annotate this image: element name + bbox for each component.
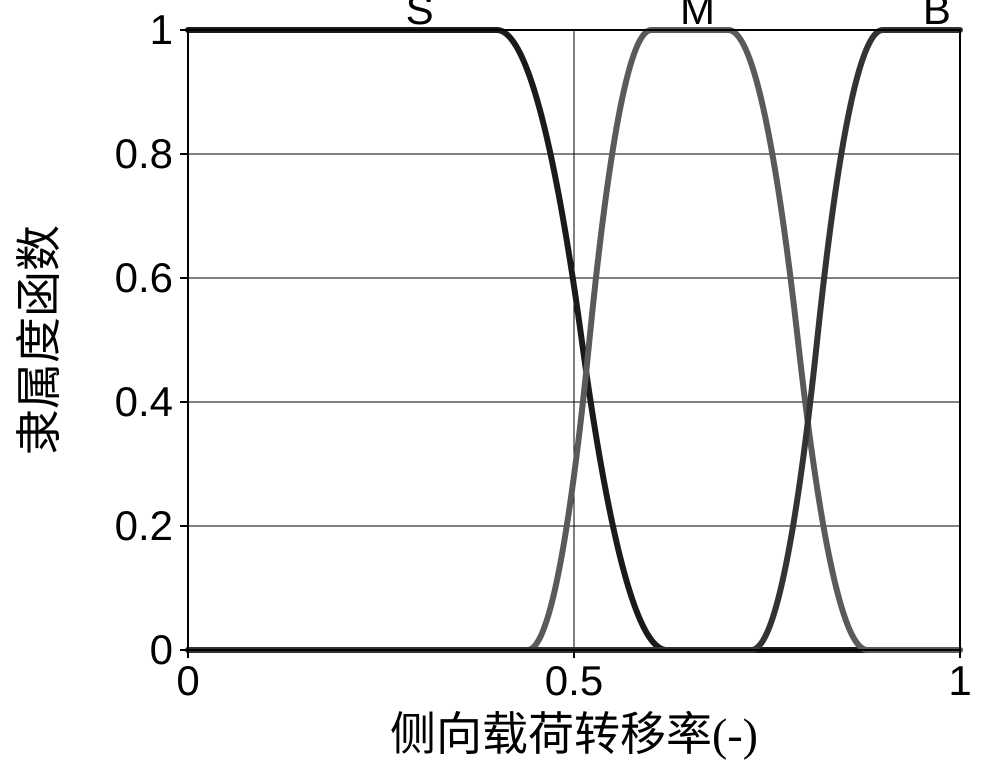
xtick-label: 0.5 (545, 657, 603, 704)
xtick-label: 1 (948, 657, 971, 704)
y-axis-title: 隶属度函数 (14, 225, 65, 455)
ytick-label: 0.6 (115, 254, 173, 301)
chart-svg: 0 0.5 1 0 0.2 0.4 0.6 0.8 1 S M B 隶属度函数侧向载荷转移率(-) (0, 0, 1000, 780)
ytick-label: 1 (150, 6, 173, 53)
ytick-label: 0 (150, 626, 173, 673)
ytick-label: 0.2 (115, 502, 173, 549)
ytick-label: 0.4 (115, 378, 173, 425)
series-label-M: M (680, 0, 715, 33)
ytick-label: 0.8 (115, 130, 173, 177)
membership-chart: 0 0.5 1 0 0.2 0.4 0.6 0.8 1 S M B 隶属度函数侧向载荷转移率(-) (0, 0, 1000, 780)
x-axis-title: 侧向载荷转移率(-) (390, 709, 758, 760)
xtick-label: 0 (176, 657, 199, 704)
series-label-B: B (923, 0, 951, 33)
series-label-S: S (406, 0, 434, 33)
